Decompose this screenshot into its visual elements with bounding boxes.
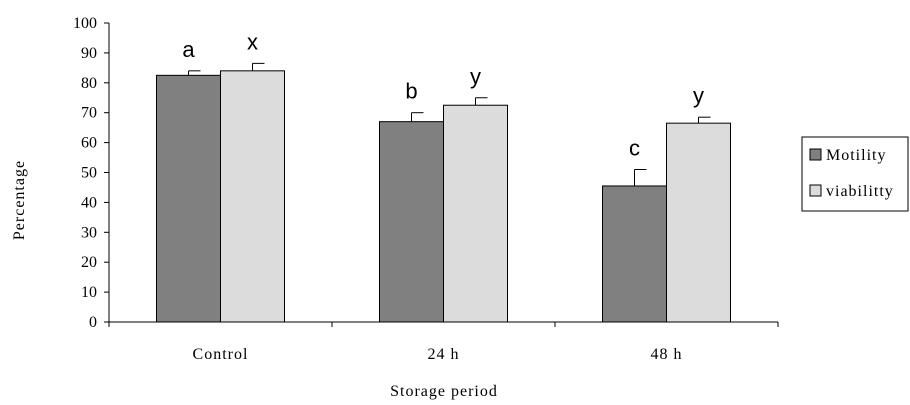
- legend-label-viability: viabilitty: [826, 183, 894, 200]
- bar: [666, 122, 731, 323]
- significance-label: x: [247, 29, 258, 54]
- significance-label: b: [405, 79, 417, 104]
- bars: [156, 70, 731, 323]
- x-axis-tick-labels: Control 24 h 48 h: [193, 346, 683, 363]
- bar: [220, 70, 285, 323]
- significance-label: c: [629, 136, 640, 161]
- x-tick-label: Control: [193, 346, 249, 363]
- legend-swatch-motility: [809, 148, 822, 161]
- y-axis-ticks: 0 10 20 30 40 50 60 70 80 90 100: [73, 15, 109, 331]
- legend-swatch-viability: [809, 184, 822, 197]
- y-tick-label: 80: [81, 75, 97, 92]
- axes: [108, 23, 779, 327]
- y-tick-label: 10: [81, 284, 97, 301]
- x-tick-label: 48 h: [651, 346, 683, 363]
- significance-label: y: [470, 64, 481, 89]
- y-tick-label: 20: [81, 254, 97, 271]
- legend: Motility viabilitty: [801, 136, 909, 212]
- y-tick-label: 60: [81, 135, 97, 152]
- y-tick-label: 70: [81, 105, 97, 122]
- y-tick-label: 100: [73, 15, 97, 32]
- y-tick-label: 0: [89, 314, 97, 331]
- y-tick-label: 90: [81, 45, 97, 62]
- y-tick-label: 40: [81, 194, 97, 211]
- bar: [602, 185, 667, 323]
- bar: [379, 121, 444, 323]
- error-bars: [188, 62, 711, 186]
- significance-label: y: [693, 83, 704, 108]
- bar: [156, 74, 221, 323]
- y-axis-title: Percentage: [11, 160, 28, 240]
- y-tick-label: 30: [81, 224, 97, 241]
- legend-label-motility: Motility: [826, 147, 886, 164]
- bar: [443, 104, 508, 323]
- significance-labels: a b c x y y: [182, 29, 704, 160]
- significance-label: a: [182, 37, 195, 62]
- x-tick-label: 24 h: [428, 346, 460, 363]
- y-tick-label: 50: [81, 165, 97, 182]
- x-axis-title: Storage period: [390, 383, 498, 400]
